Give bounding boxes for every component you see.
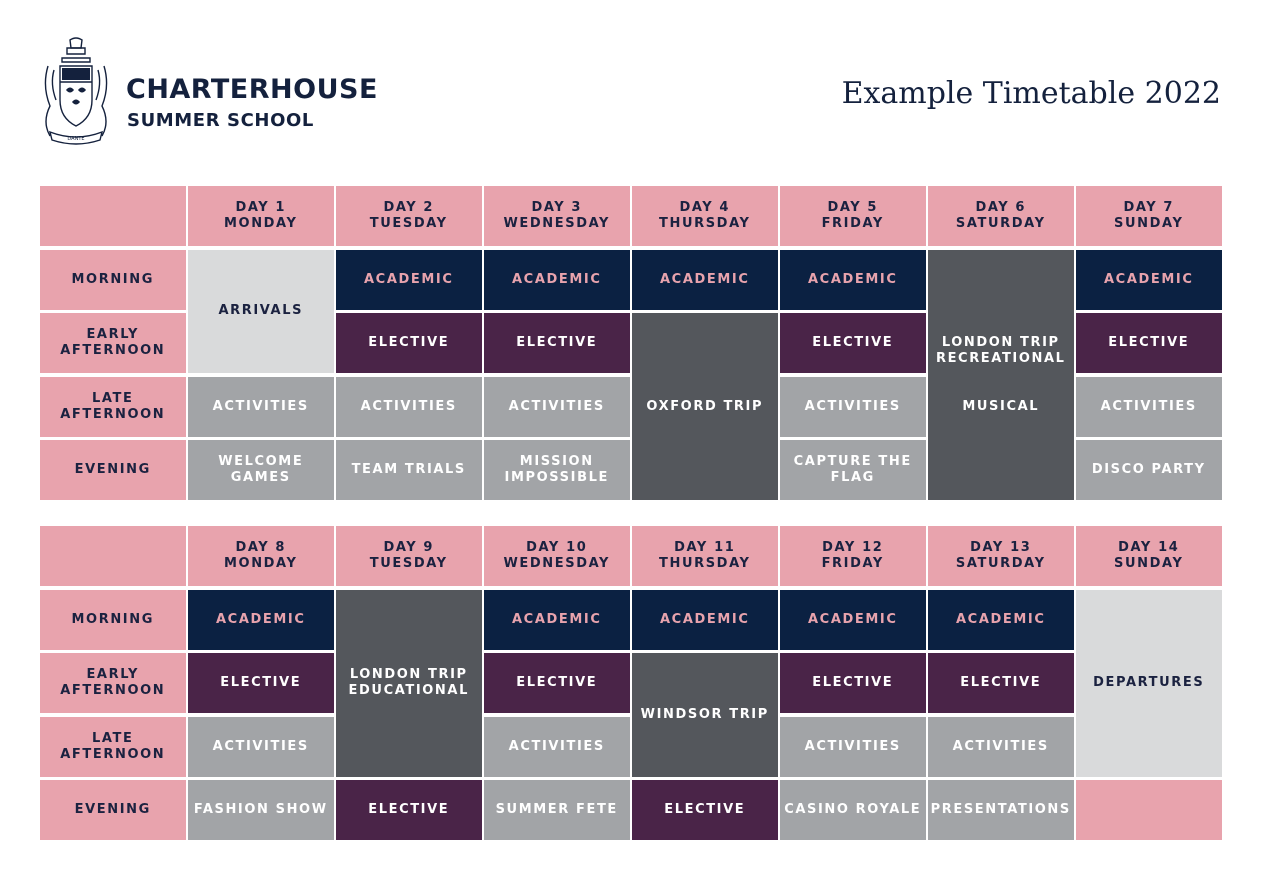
event-elective: ELECTIVE <box>780 313 926 373</box>
event-activities: ACTIVITIES <box>928 716 1074 777</box>
brand-subtitle: SUMMER SCHOOL <box>127 110 314 131</box>
event-elective: ELECTIVE <box>188 653 334 713</box>
day-header: DAY 11 THURSDAY <box>632 526 778 586</box>
event-arrivals: ARRIVALS <box>188 249 334 373</box>
event-london-trip-recreational: LONDON TRIP RECREATIONAL MUSICAL <box>928 249 1074 500</box>
day-header: DAY 5 FRIDAY <box>780 186 926 246</box>
row-label-late-afternoon: LATE AFTERNOON <box>40 716 186 777</box>
event-academic: ACADEMIC <box>780 249 926 310</box>
event-elective: ELECTIVE <box>1076 313 1222 373</box>
school-crest-icon: DANTE <box>44 37 108 145</box>
event-elective: ELECTIVE <box>484 653 630 713</box>
day-header: DAY 3 WEDNESDAY <box>484 186 630 246</box>
event-academic: ACADEMIC <box>336 249 482 310</box>
event-activities: ACTIVITIES <box>484 376 630 437</box>
day-header: DAY 8 MONDAY <box>188 526 334 586</box>
row-label-morning: MORNING <box>40 589 186 650</box>
event-elective: ELECTIVE <box>484 313 630 373</box>
empty-cell <box>1076 780 1222 840</box>
event-academic: ACADEMIC <box>632 249 778 310</box>
event-mission-impossible: MISSION IMPOSSIBLE <box>484 440 630 500</box>
event-oxford-trip: OXFORD TRIP <box>632 313 778 500</box>
event-elective: ELECTIVE <box>632 780 778 840</box>
brand-name: CHARTERHOUSE <box>126 74 378 105</box>
day-header: DAY 9 TUESDAY <box>336 526 482 586</box>
timetable-week-2: DAY 8 MONDAY DAY 9 TUESDAY DAY 10 WEDNESDAY… <box>40 526 1222 840</box>
event-elective: ELECTIVE <box>336 313 482 373</box>
day-header: DAY 6 SATURDAY <box>928 186 1074 246</box>
day-header: DAY 13 SATURDAY <box>928 526 1074 586</box>
row-label-early-afternoon: EARLY AFTERNOON <box>40 313 186 373</box>
day-header: DAY 10 WEDNESDAY <box>484 526 630 586</box>
row-label-early-afternoon: EARLY AFTERNOON <box>40 653 186 713</box>
event-casino-royale: CASINO ROYALE <box>780 780 926 840</box>
event-presentations: PRESENTATIONS <box>928 780 1074 840</box>
event-academic: ACADEMIC <box>780 589 926 650</box>
page-title: Example Timetable 2022 <box>841 76 1221 111</box>
day-header: DAY 4 THURSDAY <box>632 186 778 246</box>
event-academic: ACADEMIC <box>484 249 630 310</box>
timetable-week-1: DAY 1 MONDAY DAY 2 TUESDAY DAY 3 WEDNESDAY … <box>40 186 1222 500</box>
event-activities: ACTIVITIES <box>484 716 630 777</box>
row-label-evening: EVENING <box>40 780 186 840</box>
event-fashion-show: FASHION SHOW <box>188 780 334 840</box>
event-academic: ACADEMIC <box>632 589 778 650</box>
row-label-morning: MORNING <box>40 249 186 310</box>
event-elective: ELECTIVE <box>336 780 482 840</box>
event-activities: ACTIVITIES <box>336 376 482 437</box>
row-label-evening: EVENING <box>40 440 186 500</box>
event-disco-party: DISCO PARTY <box>1076 440 1222 500</box>
event-activities: ACTIVITIES <box>1076 376 1222 437</box>
event-capture-the-flag: CAPTURE THE FLAG <box>780 440 926 500</box>
event-activities: ACTIVITIES <box>188 376 334 437</box>
event-elective: ELECTIVE <box>928 653 1074 713</box>
event-team-trials: TEAM TRIALS <box>336 440 482 500</box>
event-departures: DEPARTURES <box>1076 589 1222 777</box>
day-header: DAY 14 SUNDAY <box>1076 526 1222 586</box>
day-header: DAY 1 MONDAY <box>188 186 334 246</box>
crest-motto: DANTE <box>67 136 84 142</box>
event-academic: ACADEMIC <box>484 589 630 650</box>
event-academic: ACADEMIC <box>928 589 1074 650</box>
event-activities: ACTIVITIES <box>780 716 926 777</box>
day-header: DAY 12 FRIDAY <box>780 526 926 586</box>
event-london-trip-educational: LONDON TRIP EDUCATIONAL <box>336 589 482 777</box>
event-academic: ACADEMIC <box>188 589 334 650</box>
corner-cell <box>40 526 186 586</box>
day-header: DAY 7 SUNDAY <box>1076 186 1222 246</box>
row-label-late-afternoon: LATE AFTERNOON <box>40 376 186 437</box>
day-header: DAY 2 TUESDAY <box>336 186 482 246</box>
event-elective: ELECTIVE <box>780 653 926 713</box>
event-welcome-games: WELCOME GAMES <box>188 440 334 500</box>
corner-cell <box>40 186 186 246</box>
event-activities: ACTIVITIES <box>780 376 926 437</box>
event-summer-fete: SUMMER FETE <box>484 780 630 840</box>
event-activities: ACTIVITIES <box>188 716 334 777</box>
event-academic: ACADEMIC <box>1076 249 1222 310</box>
event-windsor-trip: WINDSOR TRIP <box>632 653 778 777</box>
